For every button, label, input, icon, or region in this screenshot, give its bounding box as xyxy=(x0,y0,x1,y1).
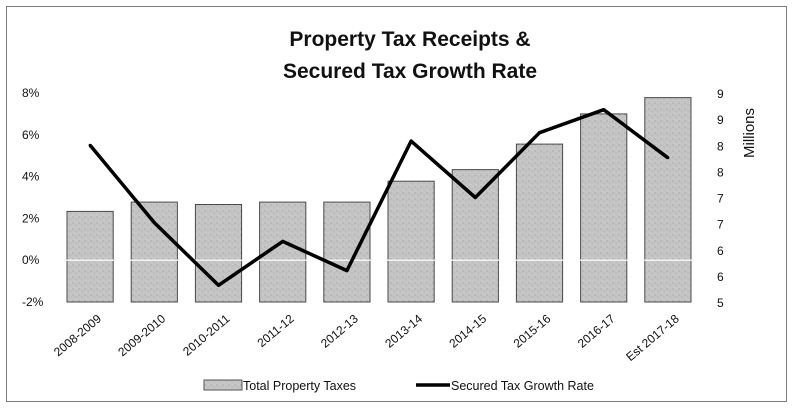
category-label: 2010-2011 xyxy=(180,311,233,358)
category-label: 2014-15 xyxy=(446,311,489,350)
line-point xyxy=(602,108,606,112)
right-axis-label: Millions xyxy=(741,108,758,158)
right-tick-label: 9 xyxy=(717,113,724,127)
bar-series xyxy=(66,97,692,303)
bar xyxy=(323,201,371,303)
bar xyxy=(580,113,628,303)
line-point xyxy=(217,283,220,287)
left-tick-label: 0% xyxy=(22,253,40,267)
line-point xyxy=(88,143,92,147)
line-point xyxy=(281,239,285,243)
right-tick-label: 8 xyxy=(717,165,724,179)
left-tick-label: 8% xyxy=(22,86,40,100)
growth-rate-line xyxy=(88,107,669,288)
legend: Total Property Taxes Secured Tax Growth … xyxy=(203,379,594,393)
legend-bar-swatch xyxy=(203,379,243,391)
right-axis: 5 6 6 7 7 8 8 9 9 xyxy=(717,87,724,310)
left-tick-label: 2% xyxy=(22,211,40,225)
line-point xyxy=(538,131,541,135)
right-tick-label: 6 xyxy=(717,244,724,258)
left-tick-label: 4% xyxy=(22,170,40,184)
bar xyxy=(387,180,435,303)
chart-title-line1: Property Tax Receipts & xyxy=(289,28,530,51)
line-series xyxy=(88,107,670,288)
legend-bar-label: Total Property Taxes xyxy=(243,379,356,393)
bar xyxy=(644,97,692,303)
left-axis: -2% 0% 2% 4% 6% 8% xyxy=(22,86,44,309)
line-point xyxy=(345,269,349,273)
category-label: 2016-17 xyxy=(575,311,618,350)
legend-line-label: Secured Tax Growth Rate xyxy=(451,379,594,393)
category-label: 2009-2010 xyxy=(115,311,168,359)
bar xyxy=(194,204,243,303)
category-labels: 2008-2009 2009-2010 2010-2011 2011-12 2012-1… xyxy=(51,311,682,364)
line-point xyxy=(409,139,413,143)
right-tick-label: 7 xyxy=(717,218,724,232)
chart-title-line2: Secured Tax Growth Rate xyxy=(283,60,537,83)
category-label: 2008-2009 xyxy=(51,311,104,359)
category-label: 2012-13 xyxy=(318,311,361,350)
bar xyxy=(515,143,564,303)
category-label: Est 2017-18 xyxy=(623,311,682,364)
right-tick-label: 5 xyxy=(717,296,724,310)
right-tick-label: 7 xyxy=(717,192,724,206)
line-point xyxy=(666,156,670,160)
bar xyxy=(451,169,499,303)
right-tick-label: 9 xyxy=(717,87,724,101)
left-tick-label: 6% xyxy=(22,128,40,142)
bar xyxy=(130,201,178,303)
right-tick-label: 8 xyxy=(717,139,724,153)
category-label: 2015-16 xyxy=(511,311,554,350)
right-tick-label: 6 xyxy=(717,270,724,284)
line-point xyxy=(152,221,156,225)
line-point xyxy=(473,196,477,199)
category-label: 2013-14 xyxy=(382,311,425,350)
left-tick-label: -2% xyxy=(22,295,44,309)
category-label: 2011-12 xyxy=(255,311,297,350)
bar xyxy=(66,210,114,303)
